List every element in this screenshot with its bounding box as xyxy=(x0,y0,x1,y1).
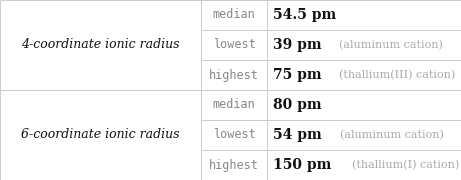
Text: 54 pm: 54 pm xyxy=(273,128,322,142)
Text: 150 pm: 150 pm xyxy=(273,158,331,172)
Text: lowest: lowest xyxy=(213,39,255,51)
Text: (aluminum cation): (aluminum cation) xyxy=(339,40,443,50)
Text: 6-coordinate ionic radius: 6-coordinate ionic radius xyxy=(21,129,179,141)
Text: median: median xyxy=(213,98,255,111)
Text: lowest: lowest xyxy=(213,129,255,141)
Text: 39 pm: 39 pm xyxy=(273,38,321,52)
Text: (thallium(III) cation): (thallium(III) cation) xyxy=(339,70,455,80)
Text: highest: highest xyxy=(209,69,259,82)
Text: (aluminum cation): (aluminum cation) xyxy=(339,130,443,140)
Text: (thallium(I) cation): (thallium(I) cation) xyxy=(352,160,459,170)
Text: highest: highest xyxy=(209,159,259,172)
Text: 4-coordinate ionic radius: 4-coordinate ionic radius xyxy=(21,39,179,51)
Text: 75 pm: 75 pm xyxy=(273,68,321,82)
Text: 80 pm: 80 pm xyxy=(273,98,321,112)
Text: median: median xyxy=(213,8,255,21)
Text: 54.5 pm: 54.5 pm xyxy=(273,8,336,22)
